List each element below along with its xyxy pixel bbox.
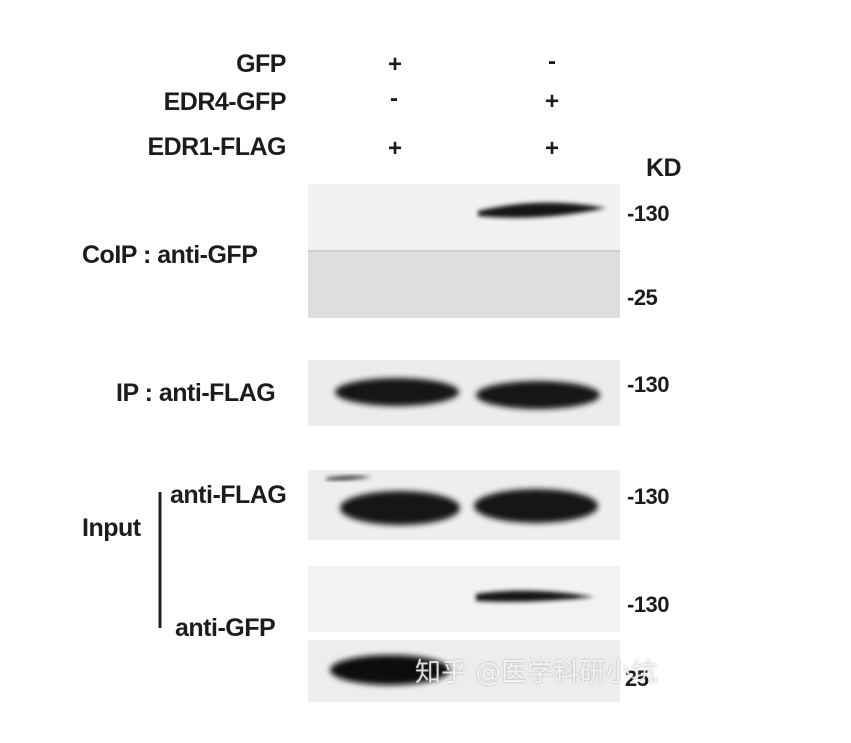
input-gfp-band-lane2	[476, 590, 594, 602]
input-flag-mw-130: -130	[627, 484, 670, 509]
input-gfp-label: anti-GFP	[175, 614, 276, 642]
ip-band-lane1	[335, 378, 459, 406]
sign-edr4-lane2: +	[545, 88, 559, 115]
coip-membrane-top	[308, 184, 620, 250]
header-label-edr4-gfp: EDR4-GFP	[163, 88, 287, 116]
coip-label: CoIP : anti-GFP	[82, 241, 258, 269]
input-flag-smear	[326, 475, 372, 481]
input-flag-band-lane1	[340, 491, 460, 525]
input-flag-band-lane2	[474, 489, 598, 523]
input-gfp-band-lane1	[330, 655, 450, 685]
input-group-label: Input	[82, 514, 141, 542]
ip-mw-130: -130	[627, 372, 670, 397]
header-label-gfp: GFP	[236, 50, 286, 78]
header-label-edr1-flag: EDR1-FLAG	[147, 133, 286, 161]
ip-band-lane2	[476, 381, 600, 409]
zhihu-watermark: 知乎 @医学科研小坑	[415, 658, 658, 688]
sign-gfp-lane2: -	[548, 48, 556, 75]
ip-label: IP : anti-FLAG	[116, 379, 276, 407]
sign-gfp-lane1: +	[388, 51, 402, 78]
kd-label: KD	[646, 154, 682, 182]
input-gfp-mw-25: 25	[625, 666, 649, 691]
sign-edr4-lane1: -	[390, 85, 398, 112]
input-flag-label: anti-FLAG	[170, 481, 287, 509]
coip-band-lane2	[478, 202, 606, 218]
coip-mw-25: -25	[627, 285, 658, 310]
coip-mw-130: -130	[627, 201, 670, 226]
sign-edr1-lane2: +	[545, 135, 559, 162]
coip-membrane-bottom	[308, 250, 620, 318]
input-gfp-mw-130: -130	[627, 592, 670, 617]
sign-edr1-lane1: +	[388, 135, 402, 162]
